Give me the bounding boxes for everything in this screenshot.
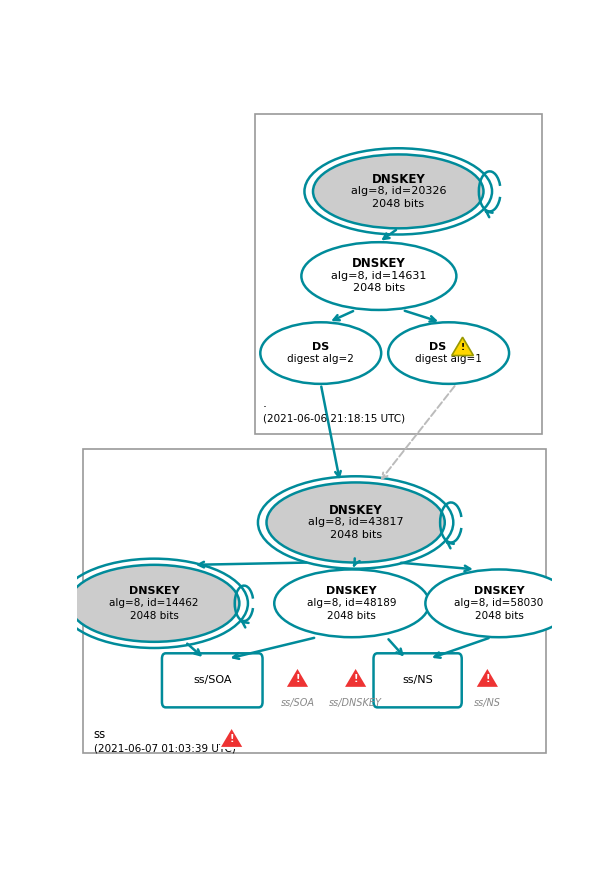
Ellipse shape bbox=[261, 323, 381, 384]
Text: !: ! bbox=[295, 674, 300, 684]
Text: alg=8, id=20326: alg=8, id=20326 bbox=[351, 187, 446, 196]
Ellipse shape bbox=[302, 242, 456, 310]
Text: alg=8, id=48189: alg=8, id=48189 bbox=[307, 598, 397, 608]
Polygon shape bbox=[219, 727, 244, 748]
Text: 2048 bits: 2048 bits bbox=[327, 611, 376, 621]
FancyBboxPatch shape bbox=[162, 653, 262, 708]
Text: alg=8, id=14462: alg=8, id=14462 bbox=[109, 598, 199, 608]
Text: 2048 bits: 2048 bits bbox=[372, 199, 424, 209]
Text: ss/SOA: ss/SOA bbox=[193, 676, 232, 685]
Ellipse shape bbox=[69, 565, 239, 642]
Polygon shape bbox=[343, 667, 368, 688]
Text: !: ! bbox=[353, 674, 358, 684]
Text: 2048 bits: 2048 bits bbox=[353, 284, 405, 293]
Text: !: ! bbox=[460, 343, 465, 352]
Text: ss/NS: ss/NS bbox=[402, 676, 433, 685]
Text: !: ! bbox=[485, 674, 490, 684]
Text: 2048 bits: 2048 bits bbox=[130, 611, 178, 621]
Text: alg=8, id=43817: alg=8, id=43817 bbox=[308, 517, 403, 527]
FancyBboxPatch shape bbox=[373, 653, 462, 708]
Text: (2021-06-07 01:03:39 UTC): (2021-06-07 01:03:39 UTC) bbox=[94, 743, 235, 753]
Text: digest alg=1: digest alg=1 bbox=[415, 354, 482, 364]
Text: !: ! bbox=[229, 733, 234, 744]
Polygon shape bbox=[452, 337, 473, 356]
Text: alg=8, id=14631: alg=8, id=14631 bbox=[331, 271, 427, 281]
Text: DNSKEY: DNSKEY bbox=[352, 257, 406, 270]
Polygon shape bbox=[285, 667, 310, 688]
Polygon shape bbox=[475, 667, 500, 688]
Ellipse shape bbox=[313, 155, 484, 228]
Text: ss/SOA: ss/SOA bbox=[281, 698, 314, 708]
Ellipse shape bbox=[274, 570, 429, 637]
Text: ss: ss bbox=[94, 728, 106, 741]
Ellipse shape bbox=[267, 483, 445, 563]
Text: 2048 bits: 2048 bits bbox=[474, 611, 524, 621]
FancyBboxPatch shape bbox=[255, 115, 542, 434]
Text: DNSKEY: DNSKEY bbox=[327, 586, 377, 596]
Text: DNSKEY: DNSKEY bbox=[371, 172, 425, 186]
Ellipse shape bbox=[388, 323, 509, 384]
Text: 2048 bits: 2048 bits bbox=[330, 530, 382, 540]
FancyBboxPatch shape bbox=[83, 449, 546, 754]
Text: DS: DS bbox=[429, 342, 446, 352]
Text: (2021-06-06 21:18:15 UTC): (2021-06-06 21:18:15 UTC) bbox=[262, 413, 405, 423]
Text: ss/NS: ss/NS bbox=[474, 698, 501, 708]
Text: DNSKEY: DNSKEY bbox=[474, 586, 524, 596]
Text: alg=8, id=58030: alg=8, id=58030 bbox=[454, 598, 544, 608]
Text: .: . bbox=[262, 396, 267, 410]
Text: digest alg=2: digest alg=2 bbox=[287, 354, 354, 364]
Ellipse shape bbox=[425, 570, 573, 637]
Text: ss/DNSKEY: ss/DNSKEY bbox=[329, 698, 382, 708]
Text: DNSKEY: DNSKEY bbox=[329, 504, 383, 517]
Text: DNSKEY: DNSKEY bbox=[129, 586, 180, 596]
Text: DS: DS bbox=[312, 342, 329, 352]
